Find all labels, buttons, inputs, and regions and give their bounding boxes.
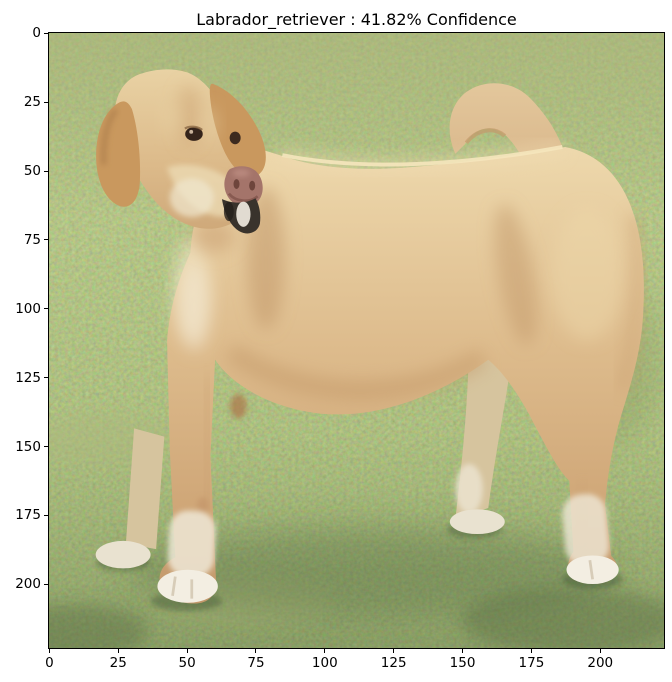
y-tick-label: 50 <box>23 163 41 180</box>
x-tick-label: 150 <box>449 655 476 671</box>
y-tick-mark <box>44 514 48 516</box>
y-tick-mark <box>44 170 48 172</box>
x-tick-mark <box>255 649 257 653</box>
x-tick-mark <box>186 649 188 653</box>
dog-eyes <box>184 125 241 145</box>
y-tick-mark <box>44 377 48 379</box>
dog-nose <box>224 166 263 207</box>
y-tick-label: 75 <box>23 231 41 248</box>
y-tick-mark <box>44 239 48 241</box>
x-tick-label: 125 <box>380 655 407 671</box>
dog-right-ear <box>209 83 266 177</box>
y-tick-label: 200 <box>15 576 41 593</box>
y-tick-label: 100 <box>15 300 41 317</box>
dog-photo-illustration <box>49 33 664 648</box>
y-tick-mark <box>44 101 48 103</box>
y-tick-mark <box>44 32 48 34</box>
y-tick-label: 150 <box>15 438 41 455</box>
dog-paws <box>157 493 619 603</box>
x-tick-label: 50 <box>178 655 196 671</box>
y-tick-label: 175 <box>15 507 41 524</box>
y-tick-mark <box>44 446 48 448</box>
image-axes <box>48 32 665 649</box>
y-tick-mark <box>44 583 48 585</box>
y-tick-label: 25 <box>23 94 41 111</box>
x-tick-label: 175 <box>518 655 545 671</box>
y-tick-mark <box>44 308 48 310</box>
x-tick-label: 0 <box>45 655 54 671</box>
dog-mouth <box>221 198 261 234</box>
x-tick-mark <box>117 649 119 653</box>
x-tick-mark <box>393 649 395 653</box>
x-tick-mark <box>324 649 326 653</box>
x-tick-label: 200 <box>587 655 614 671</box>
x-tick-label: 75 <box>247 655 265 671</box>
x-tick-mark <box>599 649 601 653</box>
x-tick-label: 100 <box>311 655 338 671</box>
dog-far-legs <box>95 329 516 569</box>
y-tick-label: 125 <box>15 369 41 386</box>
y-tick-label: 0 <box>32 25 41 42</box>
x-tick-mark <box>462 649 464 653</box>
x-tick-mark <box>530 649 532 653</box>
x-tick-mark <box>48 649 50 653</box>
x-tick-label: 25 <box>109 655 127 671</box>
figure-title: Labrador_retriever : 41.82% Confidence <box>196 10 517 29</box>
dog-head <box>96 69 266 253</box>
